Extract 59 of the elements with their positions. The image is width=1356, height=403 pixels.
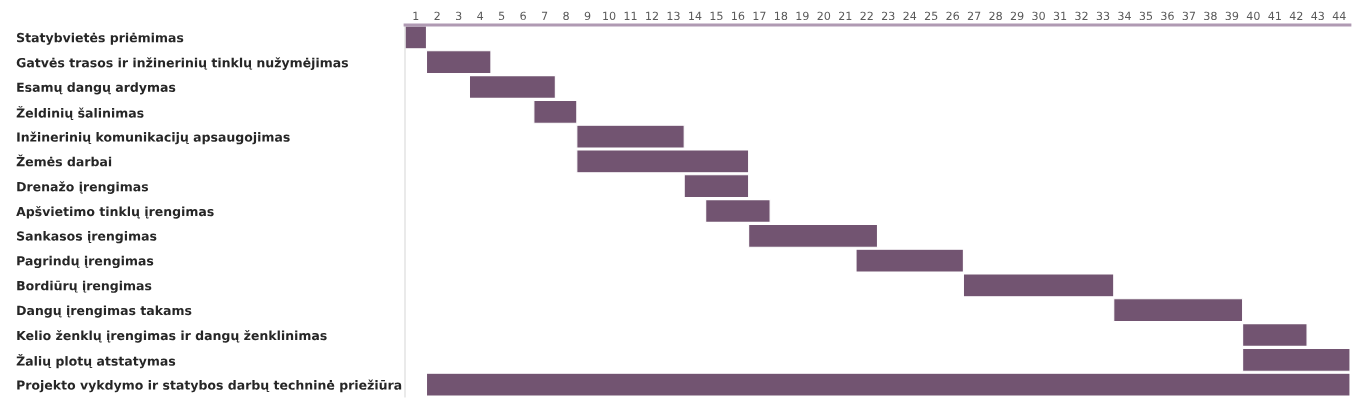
x-tick-label: 23: [881, 11, 895, 21]
x-tick-label: 43: [1311, 11, 1324, 21]
x-tick-label: 10: [603, 11, 616, 21]
x-tick-label: 12: [646, 11, 658, 20]
x-tick-label: 34: [1118, 11, 1131, 21]
x-tick-label: 40: [1246, 11, 1260, 21]
x-tick-label: 15: [710, 11, 723, 21]
x-tick-label: 11: [624, 11, 637, 20]
y-tick-label: Sankasos įrengimas: [17, 231, 157, 244]
x-tick-label: 20: [817, 11, 831, 21]
x-tick-label: 24: [903, 11, 917, 20]
y-tick-label: Gatvės trasos ir inžinerinių tinklų nužymėjimas: [16, 57, 349, 70]
x-tick-label: 9: [584, 11, 591, 21]
y-tick-label: Projekto vykdymo ir statybos darbų techninė priežiūra: [17, 379, 402, 393]
y-tick-label: Esamų dangų ardymas: [17, 82, 176, 95]
y-tick-label: Žemės darbai: [16, 154, 112, 167]
x-tick-label: 44: [1332, 11, 1346, 20]
y-tick-label: Inžinerinių komunikacijų apsaugojimas: [17, 131, 290, 145]
x-tick-label: 25: [924, 11, 938, 21]
y-tick-label: Žalių plotų atstatymas: [16, 354, 176, 369]
x-tick-label: 6: [520, 11, 526, 21]
y-tick-label: Dangų įrengimas takams: [17, 305, 192, 318]
x-tick-label: 28: [989, 11, 1002, 21]
x-tick-label: 33: [1096, 11, 1110, 21]
x-tick-label: 29: [1010, 11, 1024, 21]
y-tick-label: Apšvietimo tinklų įrengimas: [16, 206, 214, 219]
x-tick-label: 13: [667, 11, 680, 21]
y-tick-label: Pagrindų įrengimas: [17, 255, 154, 269]
x-tick-label: 41: [1268, 11, 1281, 20]
x-tick-label: 5: [498, 11, 505, 21]
y-tick-label: Kelio ženklų įrengimas ir dangų ženklinimas: [17, 330, 327, 343]
x-tick-label: 42: [1289, 11, 1303, 20]
x-tick-label: 21: [839, 11, 852, 20]
x-tick-label: 36: [1161, 11, 1174, 21]
y-tick-label: Želdinių šalinimas: [16, 105, 144, 120]
x-tick-label: 18: [775, 11, 788, 21]
x-tick-label: 31: [1053, 11, 1067, 21]
x-tick-label: 2: [434, 11, 440, 20]
x-tick-label: 39: [1225, 11, 1239, 21]
x-tick-label: 8: [563, 11, 569, 21]
x-tick-label: 32: [1075, 11, 1088, 21]
x-tick-label: 16: [732, 11, 745, 21]
y-tick-label: Statybvietės priėmimas: [17, 32, 184, 45]
x-tick-label: 19: [796, 11, 809, 21]
x-tick-label: 26: [946, 11, 960, 21]
x-tick-label: 38: [1204, 11, 1217, 21]
x-tick-label: 14: [689, 11, 702, 20]
y-tick-label: Drenažo įrengimas: [17, 181, 149, 194]
y-tick-label: Bordiūrų įrengimas: [17, 280, 152, 293]
x-tick-label: 37: [1182, 11, 1196, 21]
x-tick-label: 3: [456, 11, 462, 21]
x-tick-label: 30: [1032, 11, 1045, 21]
x-tick-label: 27: [967, 11, 981, 20]
x-tick-label: 35: [1139, 11, 1153, 21]
x-tick-label: 1: [413, 11, 419, 20]
x-tick-label: 17: [753, 11, 766, 20]
x-tick-label: 7: [541, 11, 548, 20]
x-tick-label: 22: [860, 11, 873, 20]
x-tick-label: 4: [477, 11, 484, 20]
